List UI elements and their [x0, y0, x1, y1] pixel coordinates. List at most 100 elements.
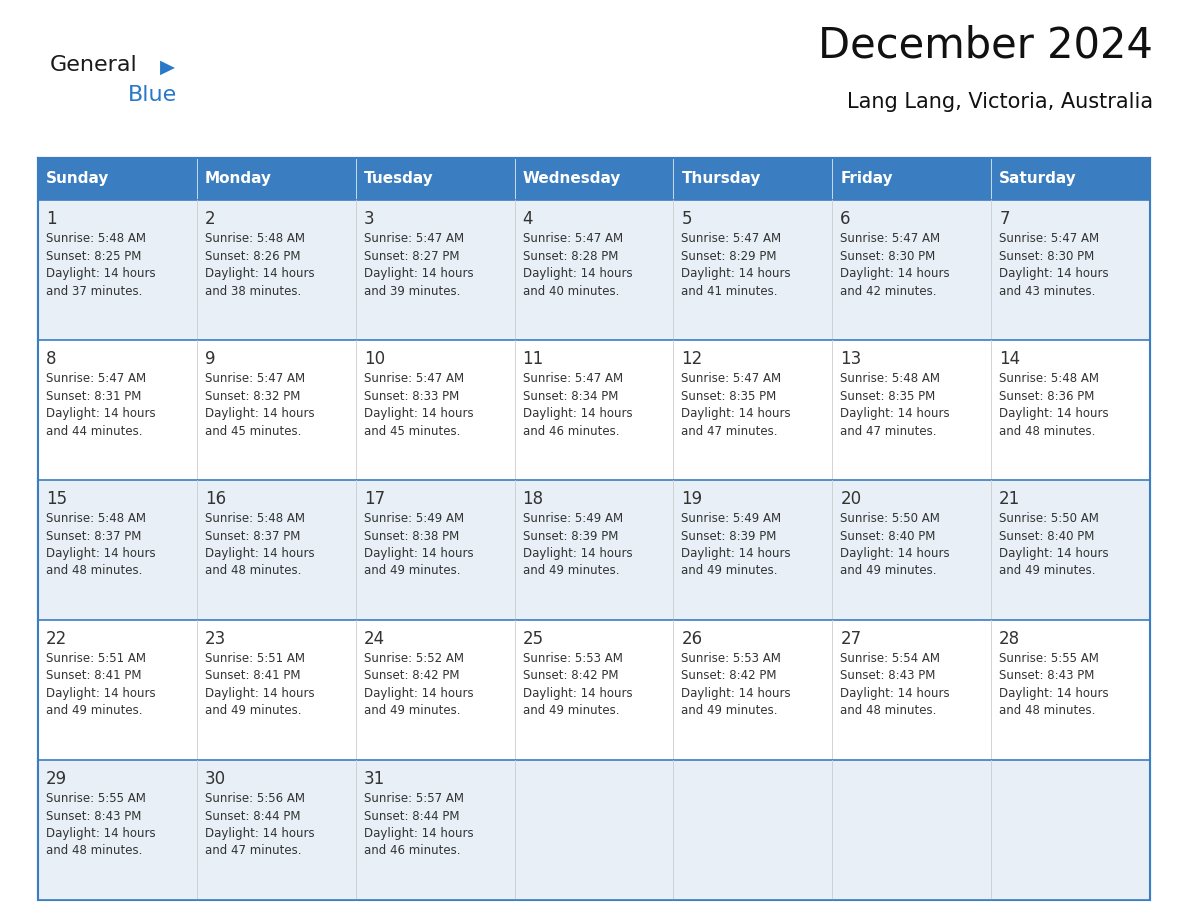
Text: Daylight: 14 hours: Daylight: 14 hours — [840, 547, 950, 560]
Text: Daylight: 14 hours: Daylight: 14 hours — [364, 407, 473, 420]
Text: Sunset: 8:42 PM: Sunset: 8:42 PM — [682, 669, 777, 682]
Text: Thursday: Thursday — [682, 172, 760, 186]
Text: 11: 11 — [523, 350, 544, 368]
Text: Saturday: Saturday — [999, 172, 1076, 186]
Text: Sunrise: 5:47 AM: Sunrise: 5:47 AM — [682, 372, 782, 385]
Text: Daylight: 14 hours: Daylight: 14 hours — [999, 267, 1108, 280]
Text: Sunrise: 5:47 AM: Sunrise: 5:47 AM — [364, 372, 463, 385]
Text: 16: 16 — [204, 490, 226, 508]
Text: Daylight: 14 hours: Daylight: 14 hours — [364, 547, 473, 560]
Text: Sunset: 8:40 PM: Sunset: 8:40 PM — [840, 530, 936, 543]
Text: Sunrise: 5:48 AM: Sunrise: 5:48 AM — [204, 512, 305, 525]
Text: Sunset: 8:32 PM: Sunset: 8:32 PM — [204, 389, 301, 402]
Text: ◀: ◀ — [160, 57, 175, 76]
Text: 10: 10 — [364, 350, 385, 368]
Text: Sunset: 8:43 PM: Sunset: 8:43 PM — [840, 669, 936, 682]
Bar — [38, 620, 1150, 760]
Text: Daylight: 14 hours: Daylight: 14 hours — [840, 407, 950, 420]
Text: Sunset: 8:28 PM: Sunset: 8:28 PM — [523, 250, 618, 263]
Text: Sunset: 8:42 PM: Sunset: 8:42 PM — [364, 669, 460, 682]
Text: and 48 minutes.: and 48 minutes. — [840, 704, 936, 718]
Text: Daylight: 14 hours: Daylight: 14 hours — [523, 267, 632, 280]
Text: Sunset: 8:41 PM: Sunset: 8:41 PM — [46, 669, 141, 682]
Text: 7: 7 — [999, 210, 1010, 228]
Text: 2: 2 — [204, 210, 215, 228]
Text: Sunrise: 5:47 AM: Sunrise: 5:47 AM — [840, 232, 941, 245]
Text: Daylight: 14 hours: Daylight: 14 hours — [999, 547, 1108, 560]
Text: 22: 22 — [46, 630, 68, 648]
Text: Sunset: 8:36 PM: Sunset: 8:36 PM — [999, 389, 1094, 402]
Text: and 47 minutes.: and 47 minutes. — [204, 845, 302, 857]
Text: Daylight: 14 hours: Daylight: 14 hours — [46, 267, 156, 280]
Text: Sunset: 8:43 PM: Sunset: 8:43 PM — [999, 669, 1094, 682]
Text: Sunset: 8:44 PM: Sunset: 8:44 PM — [364, 810, 460, 823]
Text: 19: 19 — [682, 490, 702, 508]
Text: Sunset: 8:41 PM: Sunset: 8:41 PM — [204, 669, 301, 682]
Text: and 49 minutes.: and 49 minutes. — [204, 704, 302, 718]
Text: Daylight: 14 hours: Daylight: 14 hours — [523, 687, 632, 700]
Text: December 2024: December 2024 — [819, 25, 1154, 67]
Text: Daylight: 14 hours: Daylight: 14 hours — [46, 827, 156, 840]
Text: Wednesday: Wednesday — [523, 172, 621, 186]
Text: 27: 27 — [840, 630, 861, 648]
Text: Sunrise: 5:57 AM: Sunrise: 5:57 AM — [364, 792, 463, 805]
Text: and 49 minutes.: and 49 minutes. — [682, 565, 778, 577]
Text: Sunset: 8:27 PM: Sunset: 8:27 PM — [364, 250, 460, 263]
Text: 13: 13 — [840, 350, 861, 368]
Text: Daylight: 14 hours: Daylight: 14 hours — [204, 547, 315, 560]
Text: 29: 29 — [46, 770, 68, 788]
Text: Sunset: 8:40 PM: Sunset: 8:40 PM — [999, 530, 1094, 543]
Text: Sunrise: 5:54 AM: Sunrise: 5:54 AM — [840, 652, 940, 665]
Text: Daylight: 14 hours: Daylight: 14 hours — [523, 547, 632, 560]
Text: Sunset: 8:26 PM: Sunset: 8:26 PM — [204, 250, 301, 263]
Text: and 39 minutes.: and 39 minutes. — [364, 285, 460, 297]
Text: Sunrise: 5:48 AM: Sunrise: 5:48 AM — [204, 232, 305, 245]
Bar — [38, 158, 1150, 200]
Text: Sunrise: 5:47 AM: Sunrise: 5:47 AM — [523, 372, 623, 385]
Text: and 49 minutes.: and 49 minutes. — [364, 704, 460, 718]
Text: and 37 minutes.: and 37 minutes. — [46, 285, 143, 297]
Bar — [38, 200, 1150, 340]
Text: Sunrise: 5:53 AM: Sunrise: 5:53 AM — [682, 652, 782, 665]
Text: Sunrise: 5:48 AM: Sunrise: 5:48 AM — [46, 232, 146, 245]
Text: Sunrise: 5:53 AM: Sunrise: 5:53 AM — [523, 652, 623, 665]
Text: 23: 23 — [204, 630, 226, 648]
Text: Sunday: Sunday — [46, 172, 109, 186]
Text: Daylight: 14 hours: Daylight: 14 hours — [46, 547, 156, 560]
Text: 6: 6 — [840, 210, 851, 228]
Text: 25: 25 — [523, 630, 544, 648]
Text: and 49 minutes.: and 49 minutes. — [46, 704, 143, 718]
Text: and 49 minutes.: and 49 minutes. — [999, 565, 1095, 577]
Text: 14: 14 — [999, 350, 1020, 368]
Text: Sunrise: 5:47 AM: Sunrise: 5:47 AM — [523, 232, 623, 245]
Text: Sunset: 8:39 PM: Sunset: 8:39 PM — [682, 530, 777, 543]
Text: Daylight: 14 hours: Daylight: 14 hours — [682, 547, 791, 560]
Text: Sunset: 8:31 PM: Sunset: 8:31 PM — [46, 389, 141, 402]
Text: and 48 minutes.: and 48 minutes. — [999, 424, 1095, 438]
Text: Daylight: 14 hours: Daylight: 14 hours — [46, 687, 156, 700]
Text: and 46 minutes.: and 46 minutes. — [364, 845, 460, 857]
Text: Sunset: 8:35 PM: Sunset: 8:35 PM — [682, 389, 777, 402]
Text: General: General — [50, 55, 138, 75]
Text: 9: 9 — [204, 350, 215, 368]
Text: Sunrise: 5:55 AM: Sunrise: 5:55 AM — [46, 792, 146, 805]
Text: Sunset: 8:37 PM: Sunset: 8:37 PM — [46, 530, 141, 543]
Text: Tuesday: Tuesday — [364, 172, 434, 186]
Text: Lang Lang, Victoria, Australia: Lang Lang, Victoria, Australia — [847, 92, 1154, 112]
Text: Sunrise: 5:47 AM: Sunrise: 5:47 AM — [682, 232, 782, 245]
Text: Sunrise: 5:50 AM: Sunrise: 5:50 AM — [999, 512, 1099, 525]
Text: Daylight: 14 hours: Daylight: 14 hours — [204, 267, 315, 280]
Bar — [38, 760, 1150, 900]
Text: and 43 minutes.: and 43 minutes. — [999, 285, 1095, 297]
Text: and 42 minutes.: and 42 minutes. — [840, 285, 937, 297]
Text: Sunrise: 5:51 AM: Sunrise: 5:51 AM — [46, 652, 146, 665]
Text: 4: 4 — [523, 210, 533, 228]
Text: Sunset: 8:33 PM: Sunset: 8:33 PM — [364, 389, 459, 402]
Text: 8: 8 — [46, 350, 57, 368]
Text: Sunrise: 5:49 AM: Sunrise: 5:49 AM — [682, 512, 782, 525]
Bar — [38, 480, 1150, 620]
Text: and 47 minutes.: and 47 minutes. — [840, 424, 937, 438]
Text: Daylight: 14 hours: Daylight: 14 hours — [364, 687, 473, 700]
Text: 31: 31 — [364, 770, 385, 788]
Text: Sunset: 8:37 PM: Sunset: 8:37 PM — [204, 530, 301, 543]
